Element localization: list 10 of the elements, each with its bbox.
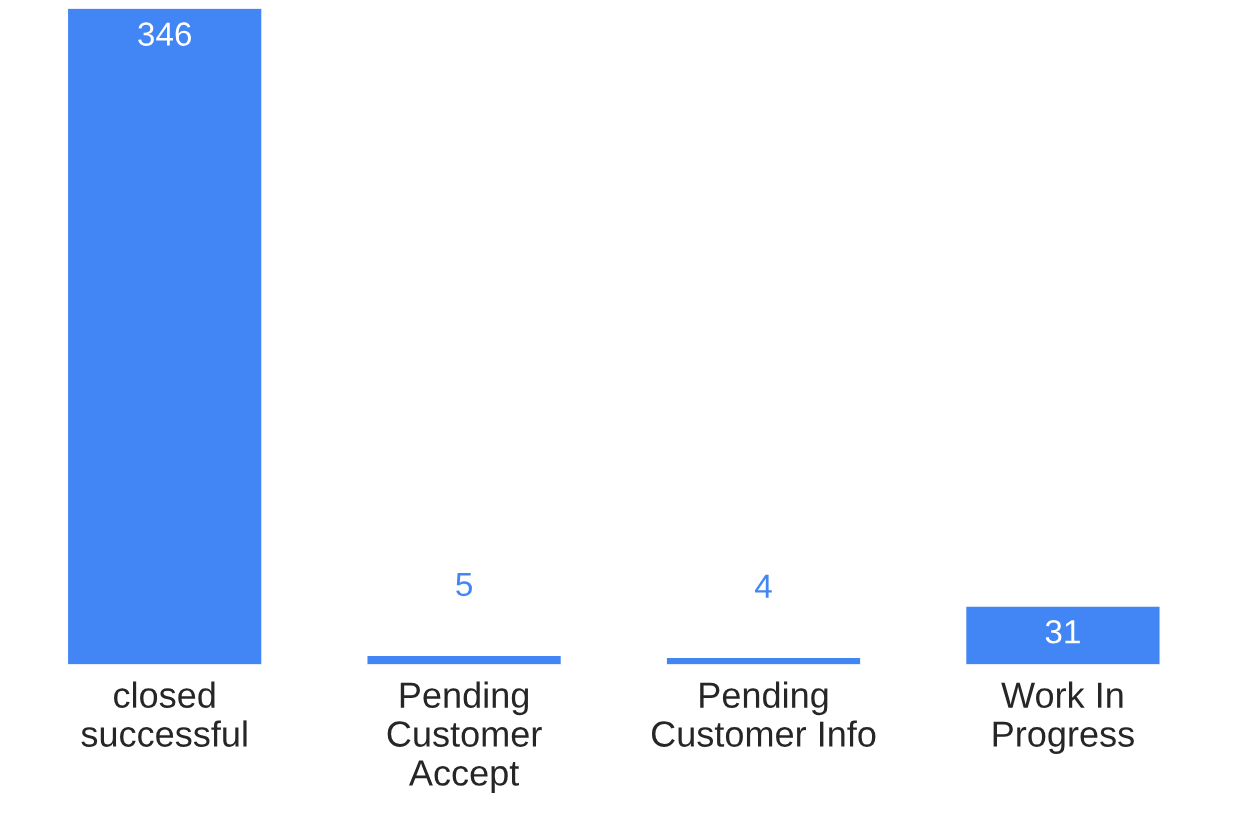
data-label: 5 <box>456 572 472 597</box>
x-tick-label: Pending Customer Info <box>651 681 876 747</box>
data-label: 31 <box>1045 619 1080 644</box>
data-label: 346 <box>138 22 192 46</box>
data-label: 4 <box>755 574 772 598</box>
bar <box>66 8 263 665</box>
x-tick-label: Pending Customer Accept <box>387 681 542 793</box>
bar <box>964 605 1161 665</box>
x-tick-label: Work In Progress <box>993 681 1134 755</box>
x-tick-label: closed successful <box>81 681 247 747</box>
